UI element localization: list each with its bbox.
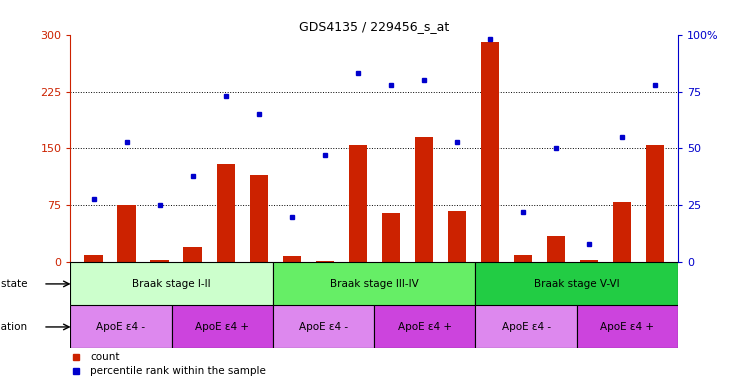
Text: ApoE ε4 +: ApoE ε4 + xyxy=(600,322,654,332)
Text: disease state: disease state xyxy=(0,279,28,289)
Text: Braak stage I-II: Braak stage I-II xyxy=(133,279,211,289)
Text: count: count xyxy=(90,352,119,362)
Text: genotype/variation: genotype/variation xyxy=(0,322,28,332)
Bar xyxy=(547,236,565,262)
Bar xyxy=(476,262,678,305)
Bar xyxy=(348,145,367,262)
Bar xyxy=(448,211,466,262)
Bar xyxy=(273,305,374,348)
Bar xyxy=(514,255,532,262)
Text: Braak stage III-IV: Braak stage III-IV xyxy=(330,279,419,289)
Text: ApoE ε4 -: ApoE ε4 - xyxy=(502,322,551,332)
Bar xyxy=(415,137,433,262)
Text: ApoE ε4 -: ApoE ε4 - xyxy=(299,322,348,332)
Bar xyxy=(84,255,102,262)
Text: ApoE ε4 +: ApoE ε4 + xyxy=(196,322,249,332)
Bar xyxy=(382,213,400,262)
Bar xyxy=(70,305,172,348)
Bar xyxy=(70,262,273,305)
Bar xyxy=(172,305,273,348)
Bar xyxy=(613,202,631,262)
Text: ApoE ε4 -: ApoE ε4 - xyxy=(96,322,145,332)
Bar xyxy=(579,260,598,262)
Bar xyxy=(481,42,499,262)
Bar xyxy=(118,205,136,262)
Bar xyxy=(273,262,476,305)
Bar xyxy=(476,305,576,348)
Bar xyxy=(216,164,235,262)
Bar xyxy=(150,260,169,262)
Text: percentile rank within the sample: percentile rank within the sample xyxy=(90,366,266,376)
Bar xyxy=(250,175,268,262)
Text: ApoE ε4 +: ApoE ε4 + xyxy=(398,322,452,332)
Bar xyxy=(646,145,664,262)
Bar xyxy=(576,305,678,348)
Title: GDS4135 / 229456_s_at: GDS4135 / 229456_s_at xyxy=(299,20,449,33)
Bar xyxy=(374,305,476,348)
Text: Braak stage V-VI: Braak stage V-VI xyxy=(534,279,619,289)
Bar xyxy=(184,247,202,262)
Bar xyxy=(282,257,301,262)
Bar xyxy=(316,261,333,262)
